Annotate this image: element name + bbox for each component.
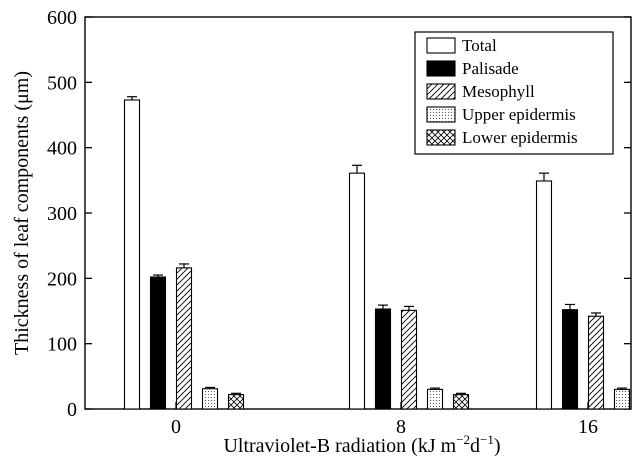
- legend-swatch-upper-epidermis: [426, 106, 456, 123]
- legend-label-upper-epidermis: Upper epidermis: [462, 105, 576, 124]
- bar-mesophyll-16: [587, 315, 605, 410]
- y-tick-label: 500: [47, 72, 77, 94]
- bar-palisade-8: [374, 308, 392, 410]
- y-axis-title: Thickness of leaf components (μm): [11, 71, 33, 355]
- y-tick-label: 300: [47, 203, 77, 225]
- bar-mesophyll-8: [400, 309, 418, 410]
- axes: 0 100 200 300 400 500 600 0 8 16: [47, 7, 631, 438]
- x-axis-title-mid: d: [470, 435, 480, 457]
- bar-mesophyll-0: [175, 267, 193, 410]
- bar-palisade-0: [149, 276, 167, 410]
- x-axis-title-sup2: −1: [480, 432, 494, 447]
- error-bars: [127, 96, 627, 395]
- bar-total-8: [348, 172, 366, 410]
- bar-upper-epidermis-16: [613, 388, 631, 410]
- legend: Total Palisade Mesophyll Upper epidermis Low…: [414, 31, 614, 155]
- bar-palisade-16: [561, 309, 579, 410]
- bar-lower-epidermis-0: [227, 394, 245, 410]
- legend-swatch-palisade: [426, 60, 456, 77]
- legend-label-total: Total: [462, 36, 497, 55]
- x-tick-label: 0: [171, 416, 181, 438]
- bar-upper-epidermis-0: [201, 388, 219, 410]
- bar-upper-epidermis-8: [426, 388, 444, 410]
- legend-label-lower-epidermis: Lower epidermis: [462, 128, 578, 147]
- legend-swatch-lower-epidermis: [426, 129, 456, 146]
- y-tick-label: 400: [47, 138, 77, 160]
- legend-label-mesophyll: Mesophyll: [462, 82, 535, 101]
- x-axis-title-main: Ultraviolet-B radiation (kJ m: [223, 435, 456, 457]
- y-tick-label: 600: [47, 7, 77, 29]
- legend-swatch-mesophyll: [426, 83, 456, 100]
- bar-total-16: [535, 180, 553, 410]
- y-tick-label: 200: [47, 268, 77, 290]
- y-tick-label: 0: [67, 399, 77, 421]
- x-axis-title-sup1: −2: [456, 432, 470, 447]
- x-axis-title-end: ): [494, 435, 501, 457]
- legend-swatch-total: [426, 37, 456, 54]
- x-tick-label: 16: [578, 416, 598, 438]
- legend-label-palisade: Palisade: [462, 59, 519, 78]
- y-tick-label: 100: [47, 334, 77, 356]
- bars: [123, 99, 631, 410]
- x-tick-label: 8: [396, 416, 406, 438]
- bar-total-0: [123, 99, 141, 410]
- bar-lower-epidermis-8: [452, 394, 470, 410]
- x-axis-title: Ultraviolet-B radiation (kJ m−2d−1): [223, 432, 500, 457]
